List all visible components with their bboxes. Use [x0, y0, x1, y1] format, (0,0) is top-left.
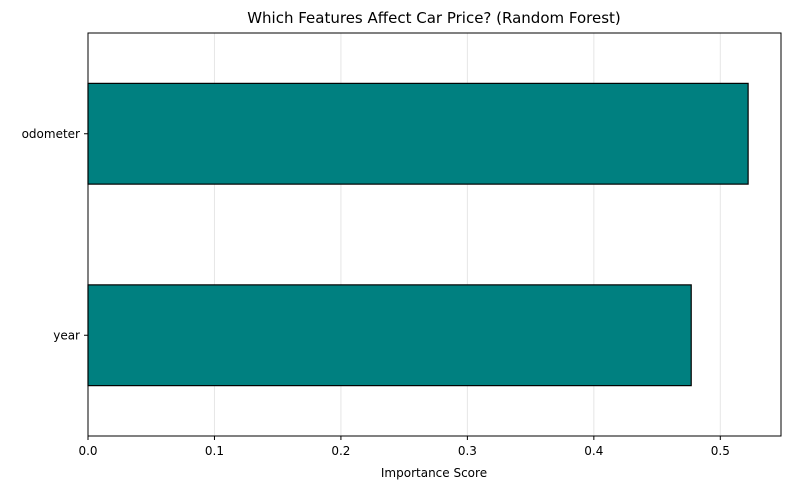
plot-frame: [87, 32, 782, 437]
x-tick-label: 0.0: [78, 444, 97, 458]
y-tick-label: year: [53, 328, 80, 342]
bars: [87, 82, 749, 387]
x-axis-label: Importance Score: [381, 466, 487, 480]
y-tick-label: odometer: [22, 127, 80, 141]
chart-title: Which Features Affect Car Price? (Random…: [247, 9, 621, 27]
x-tick-label: 0.4: [584, 444, 603, 458]
y-axis-ticks: year odometer: [22, 127, 88, 342]
bar-year: [87, 284, 692, 387]
x-tick-label: 0.3: [458, 444, 477, 458]
bar-odometer: [87, 82, 749, 185]
x-tick-label: 0.1: [205, 444, 224, 458]
x-tick-label: 0.5: [711, 444, 730, 458]
x-axis-ticks: 0.0 0.1 0.2 0.3 0.4 0.5: [78, 436, 730, 458]
x-tick-label: 0.2: [331, 444, 350, 458]
